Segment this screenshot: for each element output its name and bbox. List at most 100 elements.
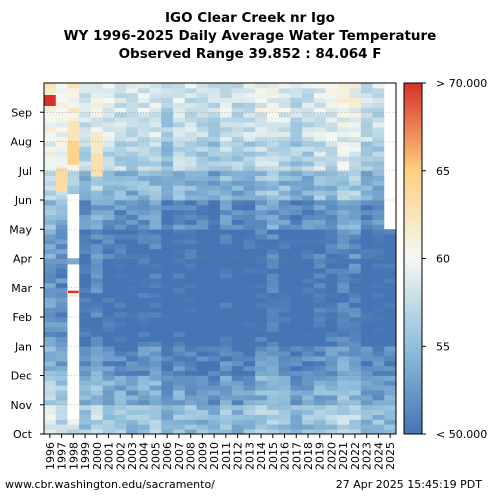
heatmap-cell — [290, 292, 303, 298]
heatmap-cell — [290, 122, 303, 128]
heatmap-cell — [231, 273, 244, 279]
heatmap-cell — [243, 185, 256, 191]
heatmap-cell — [325, 180, 338, 186]
heatmap-cell — [372, 326, 385, 333]
heatmap-cell — [266, 321, 280, 328]
heatmap-cell — [79, 263, 92, 269]
heatmap-cell — [114, 424, 127, 430]
heatmap-cell — [149, 370, 162, 376]
heatmap-cell — [173, 409, 186, 415]
heatmap-cell — [278, 83, 291, 89]
heatmap-cell — [126, 126, 139, 133]
heatmap-cell — [184, 214, 197, 220]
heatmap-cell — [266, 165, 280, 172]
heatmap-cell — [114, 380, 127, 386]
heatmap-cell — [231, 107, 244, 113]
heatmap-cell — [337, 336, 350, 342]
heatmap-cell — [325, 292, 338, 298]
heatmap-cell — [161, 224, 174, 230]
heatmap-cell — [196, 141, 209, 147]
heatmap-cell — [173, 297, 186, 303]
heatmap-cell — [313, 170, 326, 177]
heatmap-cell — [243, 131, 256, 138]
heatmap-cell — [360, 190, 373, 196]
heatmap-cell — [231, 161, 244, 167]
heatmap-cell — [302, 370, 315, 376]
heatmap-cell — [173, 248, 186, 255]
heatmap-cell — [79, 258, 92, 264]
heatmap-cell — [290, 321, 303, 328]
heatmap-cell — [44, 278, 57, 284]
heatmap-cell — [231, 375, 244, 381]
heatmap-cell — [360, 424, 373, 430]
heatmap-cell — [231, 312, 244, 318]
heatmap-cell — [220, 317, 233, 323]
heatmap-cell — [137, 263, 150, 269]
heatmap-cell — [372, 268, 385, 274]
heatmap-cell — [196, 161, 209, 167]
heatmap-cell — [372, 190, 385, 196]
heatmap-cell — [55, 146, 68, 152]
heatmap-cell — [360, 214, 373, 220]
heatmap-cell — [372, 122, 385, 128]
heatmap-cell — [161, 380, 174, 386]
x-tick-label: 2009 — [196, 442, 209, 470]
heatmap-cell — [313, 409, 326, 415]
heatmap-cell — [126, 175, 139, 181]
heatmap-cell — [102, 151, 115, 157]
heatmap-cell — [290, 385, 303, 391]
x-tick-label: 2014 — [255, 442, 268, 470]
heatmap-cell — [114, 321, 127, 328]
heatmap-cell — [266, 312, 280, 318]
heatmap-cell — [313, 321, 326, 328]
heatmap-cell — [325, 239, 338, 245]
heatmap-cell — [290, 107, 303, 113]
heatmap-cell — [184, 190, 197, 196]
heatmap-cell — [114, 146, 127, 152]
heatmap-cell — [372, 156, 385, 162]
heatmap-cell — [231, 282, 244, 289]
heatmap-cell — [313, 126, 326, 133]
heatmap-cell — [126, 156, 139, 162]
heatmap-cell — [149, 292, 162, 298]
heatmap-cell — [79, 239, 92, 245]
heatmap-cell — [184, 151, 197, 157]
heatmap-cell — [384, 375, 397, 381]
heatmap-cell — [313, 200, 326, 206]
heatmap-cell — [220, 297, 233, 303]
heatmap-cell — [196, 399, 209, 406]
heatmap-cell — [313, 404, 326, 411]
heatmap-cell — [243, 170, 256, 177]
extreme-value-cell — [67, 294, 79, 297]
heatmap-cell — [102, 83, 115, 89]
heatmap-cell — [313, 302, 326, 308]
heatmap-cell — [149, 346, 162, 352]
heatmap-cell — [220, 351, 233, 357]
heatmap-cell — [90, 209, 104, 216]
heatmap-cell — [313, 326, 326, 333]
heatmap-cell — [384, 297, 397, 303]
heatmap-cell — [360, 165, 373, 172]
heatmap-cell — [266, 239, 280, 245]
heatmap-cell — [290, 190, 303, 196]
heatmap-cell — [196, 87, 209, 94]
heatmap-cell — [208, 200, 221, 206]
heatmap-cell — [173, 165, 186, 172]
heatmap-cell — [372, 331, 385, 337]
heatmap-cell — [161, 326, 174, 333]
heatmap-cell — [325, 224, 338, 230]
heatmap-cell — [325, 151, 338, 157]
heatmap-cell — [349, 287, 362, 294]
heatmap-cell — [325, 248, 338, 255]
heatmap-cell — [278, 204, 291, 211]
x-tick-label: 1998 — [67, 442, 80, 470]
heatmap-cell — [278, 224, 291, 230]
heatmap-cell — [196, 190, 209, 196]
heatmap-cell — [173, 195, 186, 201]
heatmap-cell — [231, 97, 244, 103]
heatmap-cell — [220, 214, 233, 220]
heatmap-cell — [79, 175, 92, 181]
heatmap-cell — [126, 365, 139, 372]
heatmap-cell — [384, 365, 397, 372]
